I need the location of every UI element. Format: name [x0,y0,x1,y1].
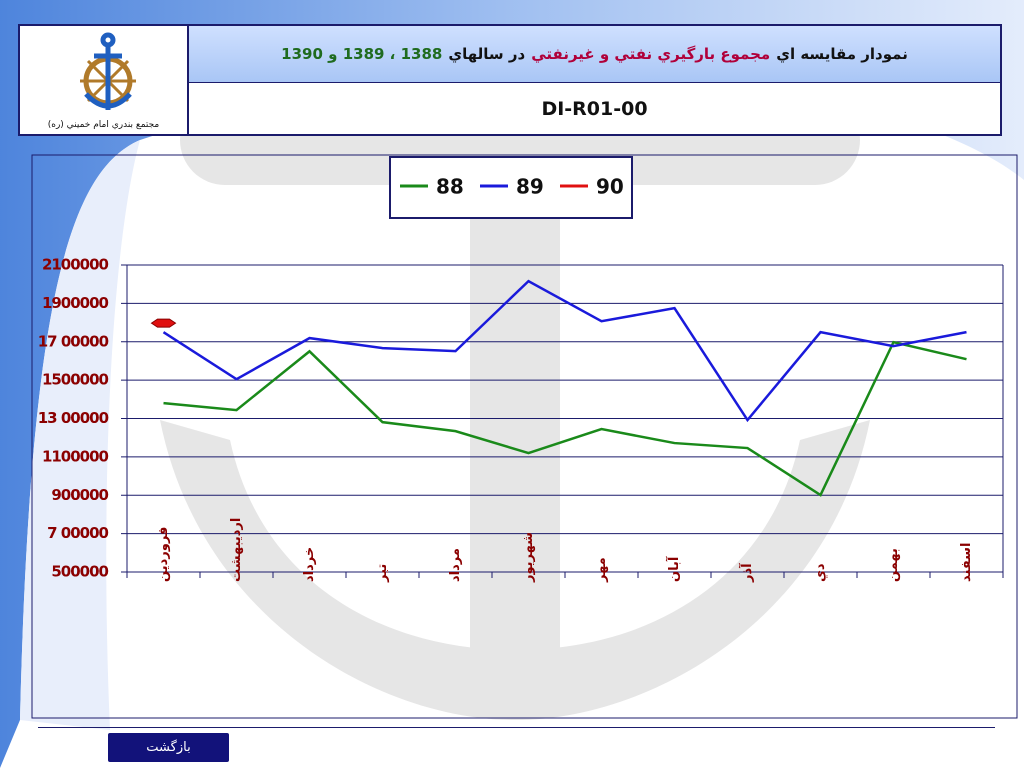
title-part: نمودار مقايسه اي [776,45,908,63]
point-marker [150,318,177,328]
legend-box [389,156,633,219]
y-tick-label: 17 00000 [38,332,109,350]
x-tick-label: آبان [665,556,682,582]
y-tick-label: 1100000 [42,447,109,465]
divider [38,727,995,728]
chart-frame [31,154,1018,719]
x-tick-label: ارديبهشت [229,518,244,582]
legend-label: 89 [516,175,544,199]
line [162,279,967,423]
title-part: مجموع بارگيري نفتي و غيرنفتي [531,45,771,63]
swoosh-inner [20,140,140,730]
x-tick-label: شهريور [521,532,536,583]
anchor [84,32,132,110]
x-tick-label: تير [375,564,390,583]
legend-label: 90 [596,175,624,199]
legend-label: 88 [436,175,464,199]
title-part: در سالهاي [448,45,526,63]
header: مجتمع بندري امام خميني (ره) نمودار مقايس… [18,24,1002,136]
logo [80,32,136,110]
title-row: نمودار مقايسه اي مجموع بارگيري نفتي و غير… [189,26,1000,83]
x-tick-label: مهر [594,557,609,583]
x-tick-label: بهمن [886,548,901,582]
x-tick-label: خرداد [302,547,317,582]
logo-cell: مجتمع بندري امام خميني (ره) [20,26,189,134]
x-tick-label: اسفند [959,543,974,582]
logo-caption: مجتمع بندري امام خميني (ره) [47,120,160,130]
title-part: 1388 ، 1389 و 1390 [281,45,443,63]
x-tick-label: فروردين [156,527,171,582]
x-tick-label: آذر [738,563,755,583]
y-tick-label: 2100000 [42,256,109,274]
y-tick-label: 7 00000 [47,524,108,542]
x-tick-label: دي [813,563,828,582]
y-tick-label: 1500000 [42,371,109,389]
y-tick-label: 1900000 [42,294,109,312]
y-tick-label: 900000 [51,486,108,504]
back-button[interactable]: بازگشت [108,733,229,762]
doc-code: DI-R01-00 [541,97,648,120]
y-tick-label: 500000 [51,563,108,581]
y-tick-label: 13 00000 [38,409,109,427]
line [163,340,967,497]
x-tick-label: مرداد [448,548,463,582]
